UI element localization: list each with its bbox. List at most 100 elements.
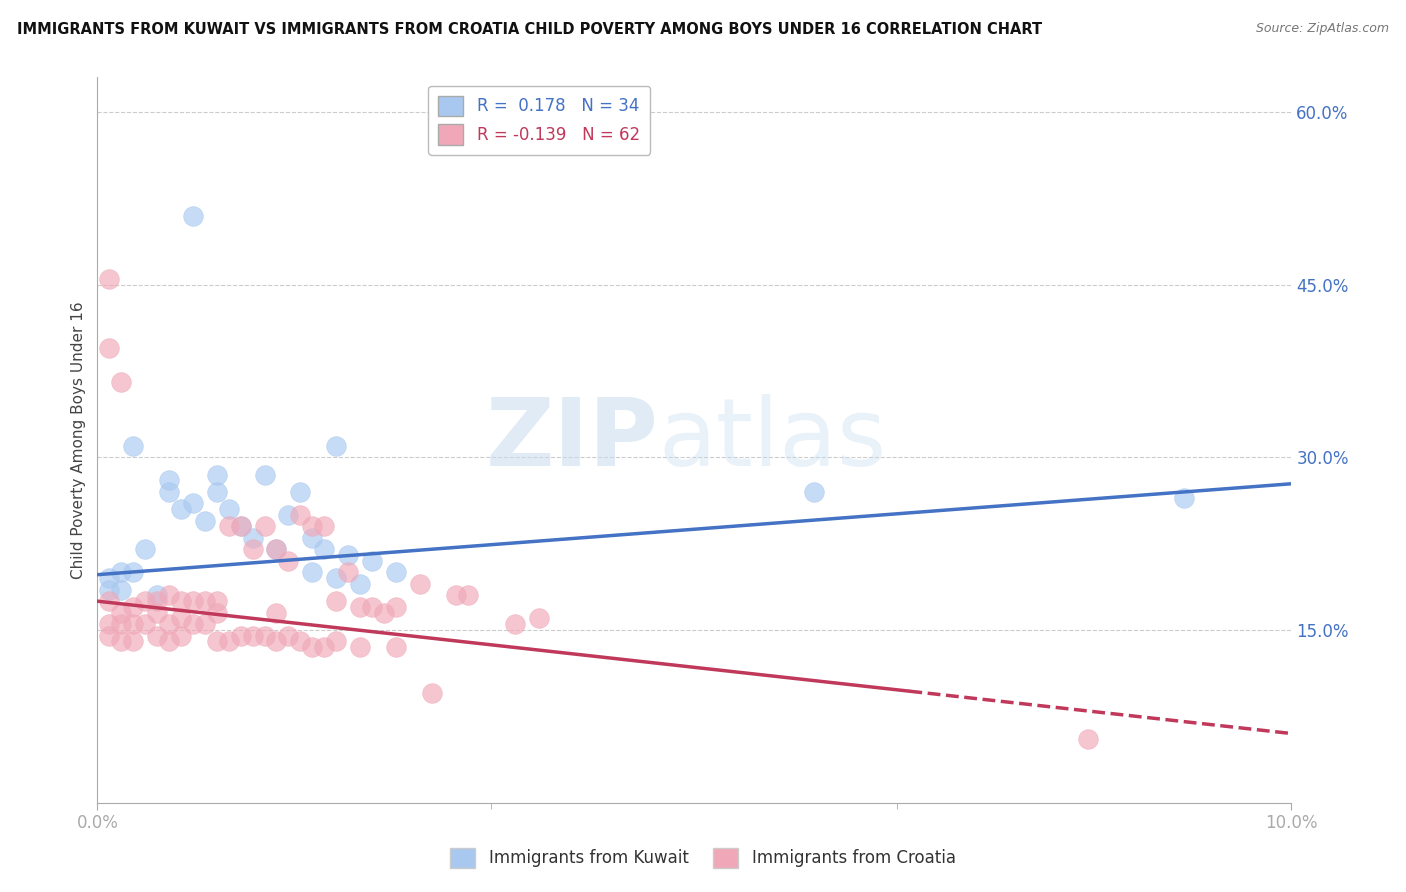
Point — [205, 606, 228, 620]
Point — [1173, 491, 1195, 505]
Text: atlas: atlas — [658, 394, 887, 486]
Point — [205, 467, 228, 482]
Point — [218, 502, 240, 516]
Point — [337, 566, 360, 580]
Point — [385, 640, 408, 655]
Point — [110, 582, 132, 597]
Point — [110, 376, 132, 390]
Point — [229, 519, 252, 533]
Point — [122, 439, 145, 453]
Point — [146, 594, 169, 608]
Point — [110, 606, 132, 620]
Point — [301, 531, 323, 545]
Point — [205, 484, 228, 499]
Point — [314, 640, 336, 655]
Point — [122, 566, 145, 580]
Point — [361, 554, 384, 568]
Point — [385, 566, 408, 580]
Point — [444, 588, 467, 602]
Point — [98, 617, 121, 632]
Point — [181, 209, 204, 223]
Point — [98, 272, 121, 286]
Point — [157, 588, 180, 602]
Point — [325, 634, 347, 648]
Point — [290, 634, 312, 648]
Point — [110, 617, 132, 632]
Point — [157, 484, 180, 499]
Point — [157, 634, 180, 648]
Point — [218, 634, 240, 648]
Point — [457, 588, 479, 602]
Point — [349, 640, 371, 655]
Point — [181, 594, 204, 608]
Point — [301, 640, 323, 655]
Point — [385, 599, 408, 614]
Point — [134, 594, 156, 608]
Point — [349, 577, 371, 591]
Point — [314, 542, 336, 557]
Point — [253, 519, 276, 533]
Legend: R =  0.178   N = 34, R = -0.139   N = 62: R = 0.178 N = 34, R = -0.139 N = 62 — [429, 86, 650, 155]
Point — [229, 519, 252, 533]
Point — [301, 519, 323, 533]
Point — [314, 519, 336, 533]
Point — [134, 617, 156, 632]
Point — [253, 467, 276, 482]
Point — [98, 582, 121, 597]
Point — [122, 599, 145, 614]
Point — [205, 634, 228, 648]
Point — [146, 606, 169, 620]
Text: Source: ZipAtlas.com: Source: ZipAtlas.com — [1256, 22, 1389, 36]
Point — [361, 599, 384, 614]
Point — [409, 577, 432, 591]
Point — [349, 599, 371, 614]
Point — [277, 629, 299, 643]
Point — [146, 629, 169, 643]
Point — [229, 629, 252, 643]
Point — [290, 508, 312, 522]
Point — [301, 566, 323, 580]
Point — [325, 571, 347, 585]
Point — [110, 566, 132, 580]
Point — [266, 634, 288, 648]
Point — [146, 588, 169, 602]
Point — [242, 531, 264, 545]
Point — [98, 341, 121, 355]
Y-axis label: Child Poverty Among Boys Under 16: Child Poverty Among Boys Under 16 — [72, 301, 86, 579]
Text: ZIP: ZIP — [485, 394, 658, 486]
Point — [98, 571, 121, 585]
Point — [170, 502, 193, 516]
Point — [205, 594, 228, 608]
Point — [181, 496, 204, 510]
Text: IMMIGRANTS FROM KUWAIT VS IMMIGRANTS FROM CROATIA CHILD POVERTY AMONG BOYS UNDER: IMMIGRANTS FROM KUWAIT VS IMMIGRANTS FRO… — [17, 22, 1042, 37]
Point — [266, 542, 288, 557]
Point — [253, 629, 276, 643]
Point — [527, 611, 550, 625]
Point — [1077, 732, 1099, 747]
Point — [110, 634, 132, 648]
Point — [170, 594, 193, 608]
Point — [122, 634, 145, 648]
Point — [98, 594, 121, 608]
Point — [803, 484, 825, 499]
Point — [242, 629, 264, 643]
Point — [266, 606, 288, 620]
Point — [325, 439, 347, 453]
Point — [290, 484, 312, 499]
Point — [122, 617, 145, 632]
Point — [503, 617, 526, 632]
Point — [194, 617, 217, 632]
Point — [170, 611, 193, 625]
Point — [337, 548, 360, 562]
Point — [242, 542, 264, 557]
Point — [277, 508, 299, 522]
Point — [181, 617, 204, 632]
Point — [157, 617, 180, 632]
Point — [325, 594, 347, 608]
Point — [157, 473, 180, 487]
Point — [98, 629, 121, 643]
Point — [170, 629, 193, 643]
Point — [134, 542, 156, 557]
Legend: Immigrants from Kuwait, Immigrants from Croatia: Immigrants from Kuwait, Immigrants from … — [443, 841, 963, 875]
Point — [218, 519, 240, 533]
